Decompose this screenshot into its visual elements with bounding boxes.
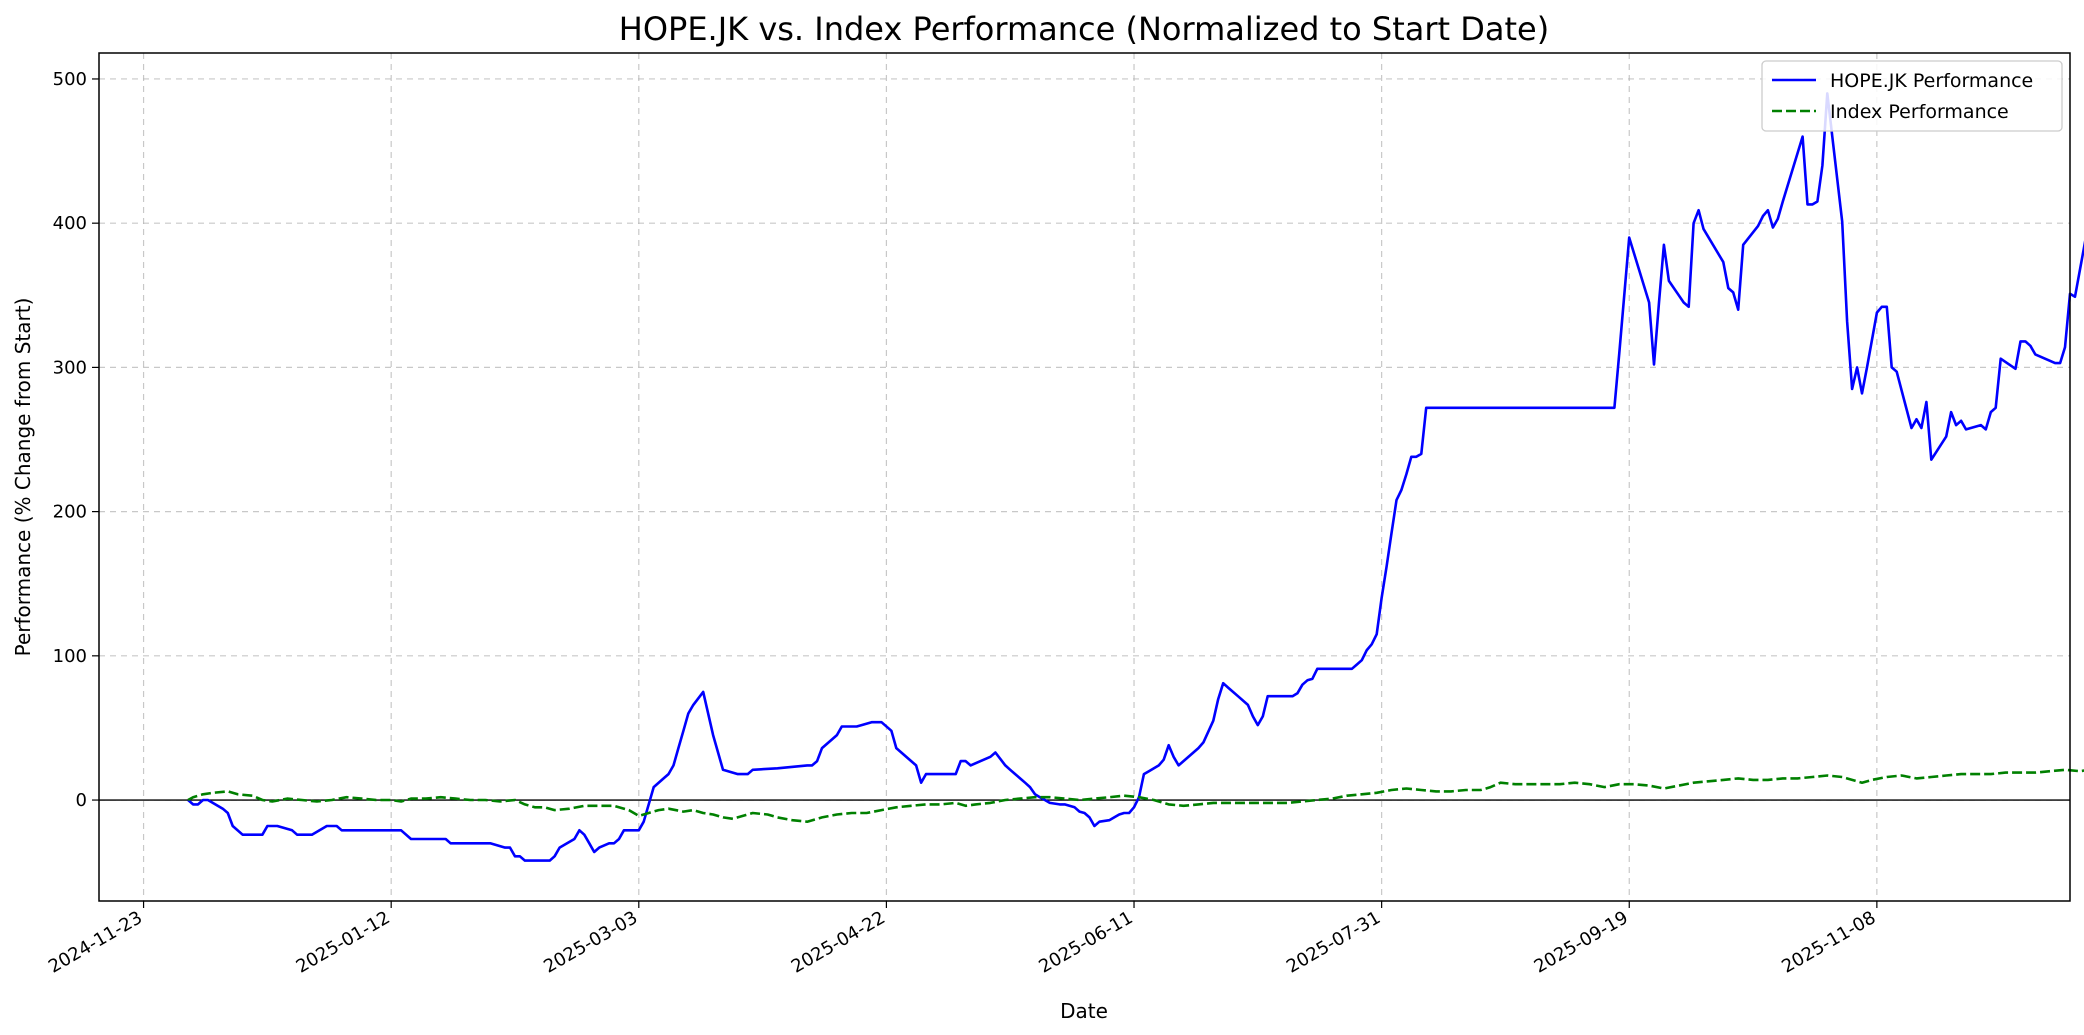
y-tick-label: 100 — [53, 646, 87, 667]
legend: HOPE.JK Performance Index Performance — [1761, 60, 2063, 132]
x-axis-ticks: 2024-11-23 2025-01-12 2025-03-03 2025-04-22… — [45, 901, 1879, 978]
legend-label-hope: HOPE.JK Performance — [1830, 70, 2033, 92]
grid — [99, 53, 2070, 901]
x-axis-label: Date — [1060, 999, 1108, 1023]
legend-frame — [1761, 60, 2063, 132]
y-axis-label: Performance (% Change from Start) — [11, 298, 35, 657]
y-tick-label: 500 — [53, 69, 87, 90]
series-line-index — [187, 768, 2084, 823]
x-tick-label: 2024-11-23 — [45, 907, 146, 977]
chart-title: HOPE.JK vs. Index Performance (Normalize… — [619, 10, 1549, 48]
series-line-hope — [187, 92, 2084, 862]
y-tick-label: 200 — [53, 502, 87, 523]
y-tick-label: 300 — [53, 357, 87, 378]
y-tick-label: 0 — [76, 790, 87, 811]
x-tick-label: 2025-11-08 — [1778, 907, 1879, 977]
x-tick-label: 2025-09-19 — [1531, 907, 1632, 977]
y-axis-ticks: 0 100 200 300 400 500 — [53, 69, 99, 811]
x-tick-label: 2025-04-22 — [788, 907, 889, 977]
x-tick-label: 2025-03-03 — [540, 907, 641, 977]
x-tick-label: 2025-01-12 — [293, 907, 394, 977]
y-tick-label: 400 — [53, 213, 87, 234]
legend-label-index: Index Performance — [1830, 101, 2009, 123]
x-tick-label: 2025-07-31 — [1283, 907, 1384, 977]
x-tick-label: 2025-06-11 — [1035, 907, 1136, 977]
series-layer — [187, 92, 2084, 862]
plot-frame — [98, 52, 2071, 902]
